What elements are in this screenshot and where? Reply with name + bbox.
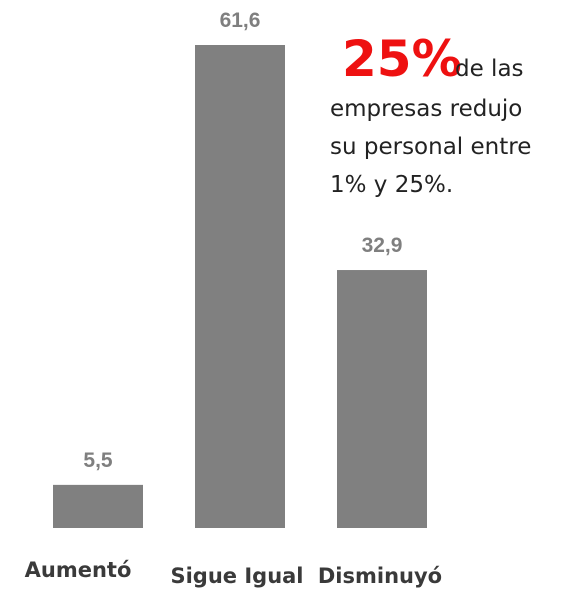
value-label: 5,5: [83, 449, 113, 472]
bar: [53, 484, 143, 528]
annotation-highlight: 25%: [342, 30, 462, 88]
x-tick-label: Aumentó: [25, 558, 132, 582]
bar: [337, 270, 427, 528]
annotation-line: su personal entre: [330, 134, 531, 160]
annotation-line: de las: [455, 56, 524, 82]
bar: [195, 45, 285, 528]
x-tick-label: Sigue Igual: [170, 564, 303, 588]
value-label: 32,9: [362, 234, 403, 257]
value-label: 61,6: [220, 9, 261, 32]
annotation-line: 1% y 25%.: [330, 172, 453, 198]
annotation-line: empresas redujo: [330, 96, 522, 122]
x-tick-label: Disminuyó: [318, 564, 442, 588]
